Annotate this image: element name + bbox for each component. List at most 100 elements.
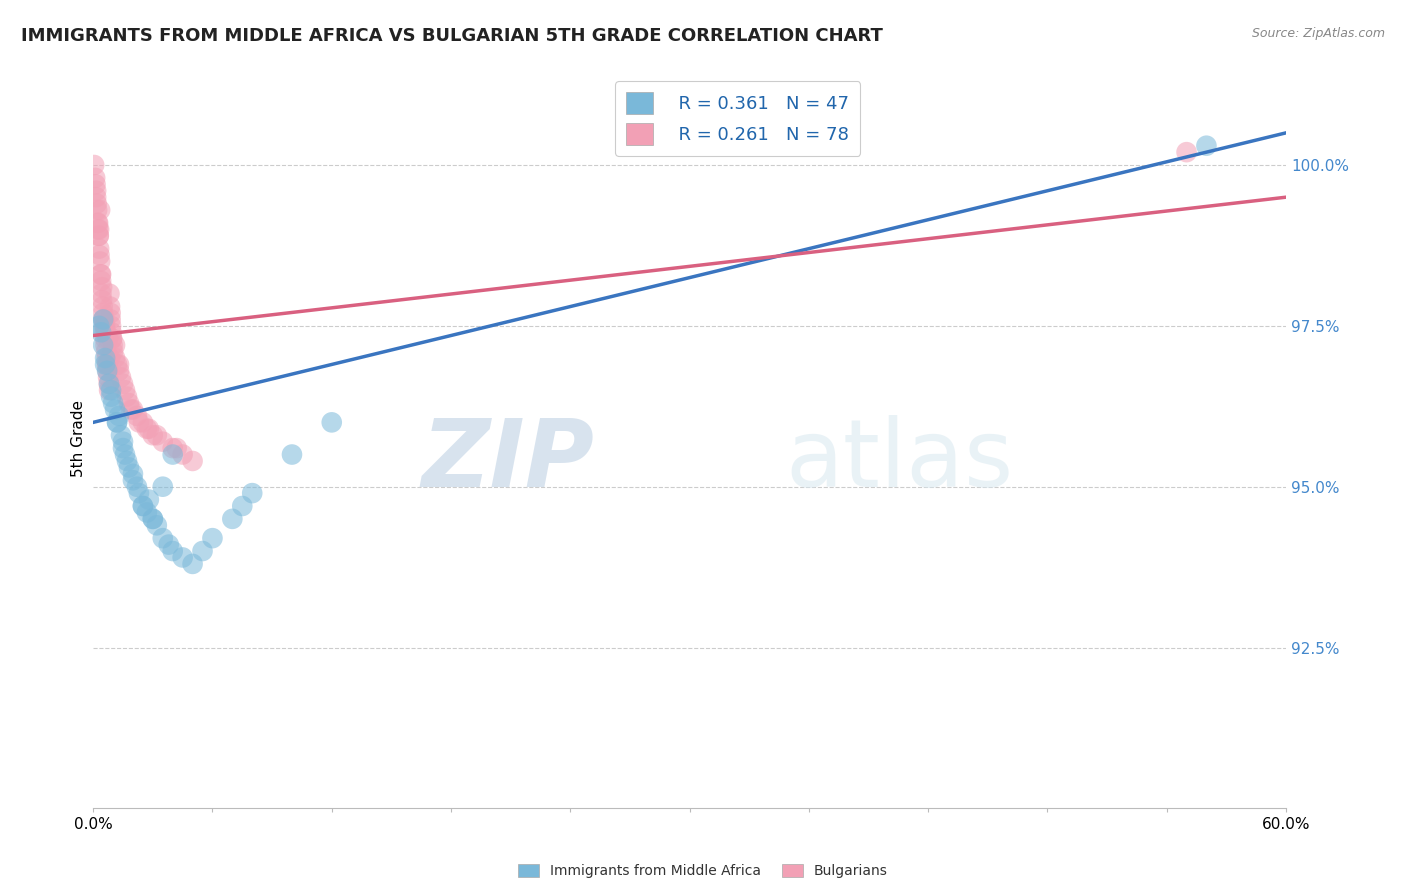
Point bbox=[138, 422, 160, 436]
Point bbox=[98, 286, 121, 301]
Point bbox=[231, 499, 253, 513]
Text: ZIP: ZIP bbox=[422, 415, 595, 507]
Point bbox=[90, 268, 112, 282]
Point bbox=[111, 376, 134, 391]
Y-axis label: 5th Grade: 5th Grade bbox=[72, 400, 86, 477]
Point bbox=[87, 228, 110, 243]
Point bbox=[90, 268, 112, 282]
Point bbox=[84, 184, 107, 198]
Text: atlas: atlas bbox=[785, 415, 1014, 507]
Point bbox=[125, 480, 148, 494]
Point bbox=[132, 499, 155, 513]
Point bbox=[98, 351, 121, 365]
Text: Source: ZipAtlas.com: Source: ZipAtlas.com bbox=[1251, 27, 1385, 40]
Point bbox=[97, 376, 120, 391]
Point bbox=[111, 441, 134, 455]
Point bbox=[105, 416, 128, 430]
Point bbox=[97, 370, 120, 384]
Point bbox=[108, 364, 131, 378]
Point bbox=[93, 318, 115, 333]
Point bbox=[172, 550, 194, 565]
Point bbox=[96, 351, 118, 365]
Point bbox=[162, 441, 184, 455]
Point bbox=[135, 505, 157, 519]
Point bbox=[96, 364, 118, 378]
Point bbox=[101, 338, 124, 352]
Point bbox=[84, 170, 107, 185]
Point bbox=[135, 422, 157, 436]
Point bbox=[122, 467, 145, 481]
Point bbox=[181, 454, 204, 468]
Text: IMMIGRANTS FROM MIDDLE AFRICA VS BULGARIAN 5TH GRADE CORRELATION CHART: IMMIGRANTS FROM MIDDLE AFRICA VS BULGARI… bbox=[21, 27, 883, 45]
Point bbox=[138, 492, 160, 507]
Point bbox=[108, 409, 131, 423]
Point bbox=[89, 248, 111, 262]
Point bbox=[100, 326, 122, 340]
Point bbox=[132, 416, 155, 430]
Point bbox=[93, 326, 115, 340]
Point bbox=[93, 312, 115, 326]
Point bbox=[100, 312, 122, 326]
Point bbox=[105, 416, 128, 430]
Point bbox=[94, 358, 117, 372]
Point bbox=[91, 312, 114, 326]
Point bbox=[91, 280, 114, 294]
Point bbox=[104, 338, 127, 352]
Point bbox=[166, 441, 188, 455]
Point bbox=[90, 274, 112, 288]
Point bbox=[100, 306, 122, 320]
Point bbox=[98, 300, 121, 314]
Point bbox=[97, 332, 120, 346]
Point bbox=[122, 402, 145, 417]
Point bbox=[152, 531, 174, 545]
Point bbox=[110, 428, 132, 442]
Legend:   R = 0.361   N = 47,   R = 0.261   N = 78: R = 0.361 N = 47, R = 0.261 N = 78 bbox=[614, 81, 860, 156]
Point bbox=[89, 202, 111, 217]
Point bbox=[1175, 145, 1198, 160]
Point bbox=[104, 351, 127, 365]
Point bbox=[89, 254, 111, 268]
Point bbox=[152, 480, 174, 494]
Point bbox=[281, 448, 304, 462]
Point bbox=[104, 402, 127, 417]
Point bbox=[94, 326, 117, 340]
Point bbox=[101, 332, 124, 346]
Point bbox=[162, 544, 184, 558]
Point bbox=[89, 242, 111, 256]
Legend: Immigrants from Middle Africa, Bulgarians: Immigrants from Middle Africa, Bulgarian… bbox=[512, 857, 894, 885]
Point bbox=[120, 402, 142, 417]
Point bbox=[115, 390, 138, 404]
Point bbox=[96, 364, 118, 378]
Point bbox=[114, 383, 136, 397]
Point bbox=[118, 460, 141, 475]
Point bbox=[96, 358, 118, 372]
Point bbox=[91, 306, 114, 320]
Point bbox=[157, 538, 180, 552]
Point bbox=[87, 228, 110, 243]
Point bbox=[101, 332, 124, 346]
Point bbox=[201, 531, 224, 545]
Point bbox=[87, 216, 110, 230]
Point bbox=[86, 216, 108, 230]
Point bbox=[94, 332, 117, 346]
Point bbox=[122, 473, 145, 487]
Point bbox=[111, 434, 134, 449]
Point bbox=[84, 190, 107, 204]
Point bbox=[101, 396, 124, 410]
Point bbox=[89, 318, 111, 333]
Point bbox=[125, 409, 148, 423]
Point bbox=[115, 454, 138, 468]
Point bbox=[93, 312, 115, 326]
Point bbox=[90, 326, 112, 340]
Point bbox=[105, 358, 128, 372]
Point bbox=[90, 286, 112, 301]
Point bbox=[101, 344, 124, 359]
Point bbox=[114, 448, 136, 462]
Point bbox=[83, 158, 105, 172]
Point bbox=[118, 396, 141, 410]
Point bbox=[91, 293, 114, 307]
Point bbox=[98, 376, 121, 391]
Point bbox=[94, 344, 117, 359]
Point bbox=[1195, 138, 1218, 153]
Point bbox=[152, 434, 174, 449]
